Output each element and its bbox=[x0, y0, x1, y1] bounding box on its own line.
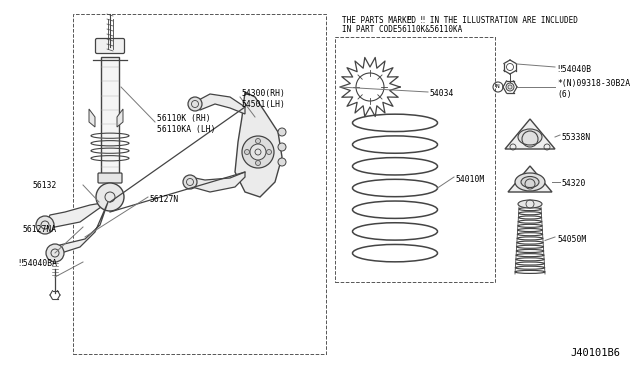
Circle shape bbox=[96, 183, 124, 211]
Ellipse shape bbox=[518, 129, 542, 145]
Polygon shape bbox=[55, 202, 108, 255]
Circle shape bbox=[278, 158, 286, 166]
Text: 55338N: 55338N bbox=[562, 132, 591, 141]
Text: 56127N: 56127N bbox=[150, 195, 179, 203]
Circle shape bbox=[242, 136, 274, 168]
Circle shape bbox=[183, 175, 197, 189]
Text: 54050M: 54050M bbox=[557, 234, 586, 244]
Text: J40101B6: J40101B6 bbox=[570, 348, 620, 358]
Polygon shape bbox=[505, 119, 555, 149]
Ellipse shape bbox=[521, 176, 539, 187]
Circle shape bbox=[266, 150, 271, 154]
Text: THE PARTS MARKED ‼ IN THE ILLUSTRATION ARE INCLUDED: THE PARTS MARKED ‼ IN THE ILLUSTRATION A… bbox=[342, 16, 578, 25]
Polygon shape bbox=[117, 109, 123, 127]
Circle shape bbox=[46, 244, 64, 262]
Circle shape bbox=[278, 143, 286, 151]
Text: 54034: 54034 bbox=[430, 90, 454, 99]
Circle shape bbox=[255, 160, 260, 166]
Polygon shape bbox=[190, 172, 245, 192]
Text: 56110K (RH)
56110KA (LH): 56110K (RH) 56110KA (LH) bbox=[157, 114, 216, 134]
Polygon shape bbox=[235, 92, 282, 197]
Circle shape bbox=[278, 128, 286, 136]
Circle shape bbox=[244, 150, 250, 154]
Text: ‼: ‼ bbox=[406, 16, 411, 25]
Text: 56127NA: 56127NA bbox=[23, 224, 57, 234]
Bar bbox=[335, 37, 495, 282]
Text: 54300(RH)
54501(LH): 54300(RH) 54501(LH) bbox=[242, 89, 286, 109]
FancyBboxPatch shape bbox=[98, 173, 122, 183]
Circle shape bbox=[506, 83, 514, 91]
Text: *(N)09318-30B2A
(6): *(N)09318-30B2A (6) bbox=[557, 79, 630, 99]
Polygon shape bbox=[195, 94, 245, 114]
Text: ‼54040B: ‼54040B bbox=[557, 64, 591, 74]
FancyBboxPatch shape bbox=[95, 38, 125, 54]
Text: 54010M: 54010M bbox=[456, 174, 485, 183]
Polygon shape bbox=[508, 166, 552, 192]
Ellipse shape bbox=[518, 200, 542, 208]
Circle shape bbox=[36, 216, 54, 234]
Bar bbox=[73, 14, 326, 354]
Circle shape bbox=[250, 144, 266, 160]
Text: IN PART CODE56110K&56110KA: IN PART CODE56110K&56110KA bbox=[342, 25, 462, 34]
Text: 54320: 54320 bbox=[562, 180, 586, 189]
Text: 56132: 56132 bbox=[33, 180, 57, 189]
Circle shape bbox=[255, 138, 260, 144]
FancyBboxPatch shape bbox=[101, 57, 119, 177]
Ellipse shape bbox=[515, 173, 545, 191]
Polygon shape bbox=[45, 202, 108, 227]
Polygon shape bbox=[89, 109, 95, 127]
Text: N: N bbox=[496, 84, 500, 90]
Text: ‼54040BA: ‼54040BA bbox=[18, 260, 57, 269]
Circle shape bbox=[188, 97, 202, 111]
